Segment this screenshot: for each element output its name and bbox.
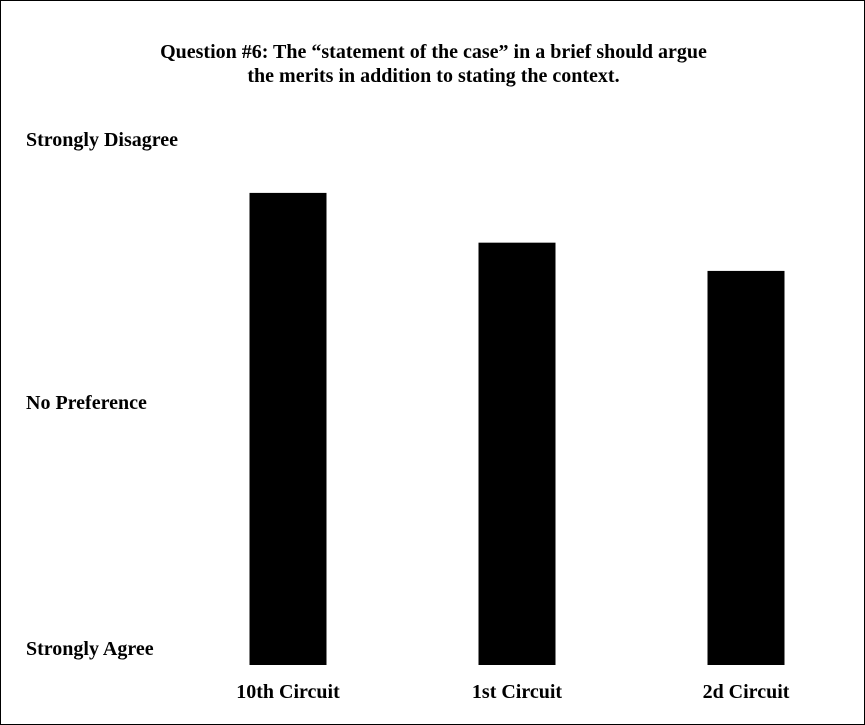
- chart-title-line-2: the merits in addition to stating the co…: [247, 65, 620, 87]
- bar-2: [707, 270, 785, 665]
- chart-title: Question #6: The “statement of the case”…: [1, 40, 864, 88]
- x-tick-label-1: 1st Circuit: [472, 681, 563, 703]
- x-tick-label-0: 10th Circuit: [236, 681, 340, 703]
- y-scale-label-bottom: Strongly Agree: [26, 638, 154, 660]
- chart-title-line-1: Question #6: The “statement of the case”…: [160, 41, 707, 63]
- x-tick-label-2: 2d Circuit: [703, 681, 790, 703]
- y-scale-label-top: Strongly Disagree: [26, 129, 179, 151]
- bar-1: [478, 242, 556, 666]
- bar-0: [249, 192, 327, 665]
- y-scale-label-middle: No Preference: [26, 392, 147, 414]
